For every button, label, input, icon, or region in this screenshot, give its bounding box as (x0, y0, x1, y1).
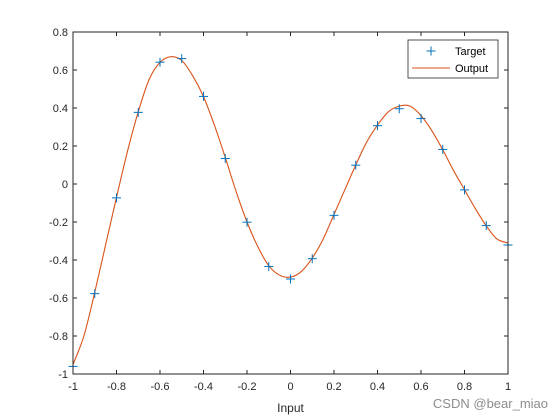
target-point (90, 289, 100, 299)
plot-area (73, 32, 508, 374)
y-tick-label: -1 (58, 369, 68, 381)
x-tick-label: 0.2 (326, 381, 341, 393)
x-tick-label: 1 (505, 381, 511, 393)
target-point (438, 144, 448, 154)
y-tick-label: -0.6 (49, 293, 68, 305)
target-point (286, 274, 295, 284)
y-tick-label: 0.8 (53, 27, 68, 39)
target-point (416, 113, 426, 123)
y-tick-label: 0.2 (53, 141, 68, 153)
y-tick-label: -0.8 (49, 331, 68, 343)
watermark: CSDN @bear_miao (433, 396, 548, 411)
x-tick-label: 0 (287, 381, 293, 393)
target-point (394, 104, 404, 114)
target-point (220, 154, 230, 164)
x-tick-label: -0.2 (238, 381, 257, 393)
x-tick-label: 0.4 (370, 381, 385, 393)
axes-box (72, 31, 509, 375)
legend-box (407, 39, 499, 79)
tick-labels: -1 -0.8 -0.6 -0.4 -0.2 0 0.2 0.4 0.6 0.8 1 -1 -0.8 -0… (49, 27, 511, 393)
target-point (460, 185, 469, 195)
target-point (242, 217, 252, 227)
target-point (155, 57, 165, 67)
target-point (351, 160, 361, 170)
target-point (177, 54, 187, 64)
target-point (199, 91, 208, 101)
legend-marker-target (426, 46, 436, 56)
y-tick-label: 0.6 (53, 65, 68, 77)
legend-label: Output (455, 63, 488, 75)
x-tick-label: -0.8 (107, 381, 126, 393)
x-tick-label: -0.4 (194, 381, 213, 393)
target-point (481, 221, 491, 231)
legend: Target Output (407, 39, 499, 79)
legend-label: Target (455, 46, 486, 58)
y-tick-label: 0 (62, 179, 68, 191)
x-tick-label: -1 (68, 381, 78, 393)
target-point (133, 107, 143, 117)
markers (68, 54, 513, 371)
y-tick-label: 0.4 (53, 103, 68, 115)
y-tick-label: -0.4 (49, 255, 68, 267)
target-point (329, 210, 339, 220)
target-point (307, 254, 317, 264)
y-tick-label: -0.2 (49, 217, 68, 229)
x-tick-label: -0.6 (151, 381, 170, 393)
target-point (112, 193, 121, 203)
x-axis-label: Input (277, 401, 304, 415)
target-point (264, 261, 274, 271)
x-tick-label: 0.6 (413, 381, 428, 393)
target-point (373, 121, 382, 131)
x-tick-label: 0.8 (457, 381, 472, 393)
